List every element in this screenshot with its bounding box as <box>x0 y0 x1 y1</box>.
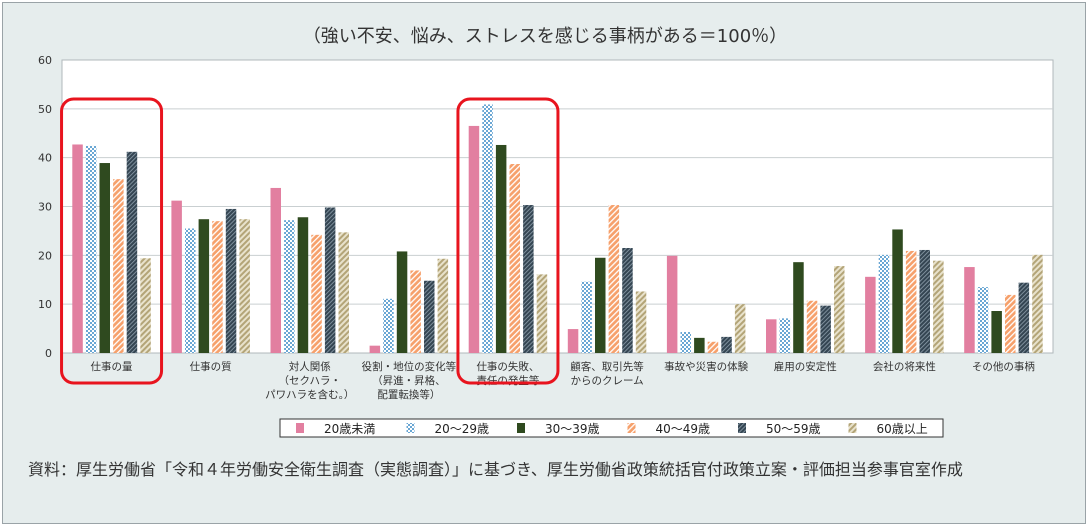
bar <box>284 220 295 353</box>
x-tick-label: 雇用の安定性 <box>774 360 837 373</box>
bar <box>482 104 493 354</box>
bar <box>892 229 903 353</box>
legend-label: 40～49歳 <box>656 422 711 436</box>
x-tick-label: 役割・地位の変化等（昇進・昇格、配置転換等） <box>362 360 457 401</box>
bar <box>766 319 777 353</box>
legend-swatch <box>738 423 746 433</box>
x-tick-label: 会社の将来性 <box>873 360 936 373</box>
legend-label: 20歳未満 <box>324 422 375 436</box>
y-tick-label: 10 <box>38 298 52 311</box>
bar <box>225 208 237 353</box>
bar <box>865 276 876 353</box>
bar <box>834 266 845 353</box>
bar <box>140 258 151 353</box>
y-tick-label: 30 <box>38 201 52 214</box>
bar <box>113 179 124 353</box>
bar <box>509 164 520 353</box>
bar <box>933 260 944 353</box>
bar <box>1018 282 1030 353</box>
bar <box>905 250 917 353</box>
bar <box>126 151 138 353</box>
bar <box>680 332 691 353</box>
bar <box>622 248 633 353</box>
bar <box>383 298 394 353</box>
source-label: 資料： <box>28 460 77 479</box>
source-note: 資料： 厚生労働省「令和４年労働安全衛生調査（実態調査）」に基づき、厚生労働省政… <box>28 458 1073 482</box>
bar <box>523 205 534 353</box>
y-tick-label: 0 <box>45 347 52 360</box>
y-tick-label: 50 <box>38 103 52 116</box>
bar <box>694 337 705 353</box>
x-tick-label: 顧客、取引先等からのクレーム <box>570 360 644 387</box>
bar <box>707 341 719 353</box>
bar <box>212 221 223 353</box>
bar <box>311 234 322 353</box>
bar <box>595 257 606 353</box>
legend-label: 50～59歳 <box>766 422 821 436</box>
legend-swatch <box>627 423 636 433</box>
x-tick-label: その他の事柄 <box>972 360 1035 373</box>
bar <box>581 281 592 353</box>
bar <box>820 305 831 353</box>
y-tick-label: 60 <box>38 54 52 67</box>
bar <box>919 249 930 353</box>
bar <box>185 228 196 353</box>
chart-title: （強い不安、悩み、ストレスを感じる事柄がある＝100％） <box>303 26 787 47</box>
bar <box>734 304 746 353</box>
bar <box>338 232 349 353</box>
bar <box>297 217 309 353</box>
bar <box>1005 294 1016 353</box>
bar <box>270 187 281 353</box>
bar <box>85 145 97 353</box>
bar <box>410 270 421 353</box>
bar <box>666 255 678 353</box>
bar <box>437 258 449 353</box>
legend-swatch <box>848 423 857 433</box>
bar <box>567 329 579 353</box>
bar <box>324 207 336 353</box>
y-tick-label: 20 <box>38 249 52 262</box>
legend <box>279 418 944 438</box>
highlight-box <box>456 97 560 385</box>
bar <box>721 336 732 353</box>
bar <box>396 251 408 353</box>
source-text: 厚生労働省「令和４年労働安全衛生調査（実態調査）」に基づき、厚生労働省政策統括官… <box>76 460 963 479</box>
bar <box>536 274 548 353</box>
bar <box>72 144 83 353</box>
y-tick-label: 40 <box>38 152 52 165</box>
bar <box>779 318 791 353</box>
x-tick-label: 仕事の量 <box>91 360 133 373</box>
x-tick-label: 対人関係（セクハラ・パワハラを含む。） <box>265 360 354 401</box>
bar <box>495 144 507 353</box>
bar <box>99 163 110 353</box>
bar <box>964 267 975 353</box>
bar <box>806 300 818 353</box>
bar <box>369 345 381 353</box>
bar <box>878 254 890 353</box>
x-tick-label: 事故や災害の体験 <box>664 360 748 373</box>
legend-swatch <box>406 423 415 433</box>
bar <box>424 280 435 353</box>
legend-swatch <box>517 423 525 433</box>
bar <box>468 125 480 353</box>
legend-label: 60歳以上 <box>877 422 928 436</box>
bar <box>198 219 210 353</box>
legend-label: 20～29歳 <box>435 422 490 436</box>
bar <box>171 200 182 353</box>
bar <box>635 291 647 353</box>
bar <box>239 219 250 353</box>
x-tick-label: 仕事の質 <box>190 360 232 373</box>
legend-label: 30～39歳 <box>545 422 600 436</box>
legend-swatch <box>296 423 304 433</box>
highlight-box <box>60 97 164 385</box>
bar <box>977 287 989 353</box>
bar <box>608 205 620 353</box>
bar <box>1032 254 1043 353</box>
bar <box>991 311 1002 353</box>
bar <box>793 262 804 353</box>
